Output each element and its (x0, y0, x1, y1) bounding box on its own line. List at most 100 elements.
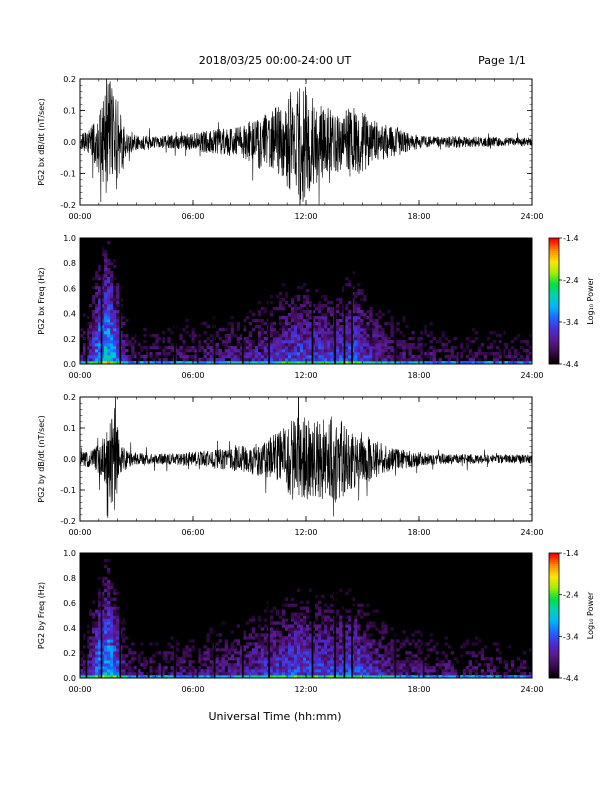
spectrogram-cell (104, 313, 108, 317)
spectrogram-cell (290, 633, 295, 637)
spectrogram-cell (89, 669, 93, 673)
spectrogram-cell (98, 328, 102, 332)
spectrogram-cell (134, 651, 138, 655)
spectrogram-cell (233, 361, 237, 365)
spectrogram-cell (471, 340, 476, 344)
spectrogram-cell (110, 280, 114, 284)
spectrogram-cell (236, 322, 240, 326)
spectrogram-cell (161, 672, 165, 676)
spectrogram-cell (306, 295, 310, 299)
colorbar-segment (549, 578, 559, 581)
spectrogram-cell (363, 361, 367, 365)
spectrogram-cell (122, 621, 126, 625)
spectrogram-cell (107, 570, 111, 575)
spectrogram-cell (116, 295, 120, 299)
spectrogram-cell (182, 361, 186, 365)
spectrogram-cell (281, 666, 286, 670)
spectrogram-gap (241, 238, 244, 364)
spectrogram-cell (188, 651, 192, 655)
spectrogram-cell (107, 259, 111, 263)
colorbar-segment (549, 242, 559, 245)
spectrogram-cell (101, 355, 105, 359)
spectrogram-cell (378, 666, 382, 670)
spectrogram-cell (215, 648, 219, 652)
spectrogram-cell (318, 600, 322, 604)
spectrogram-cell (321, 672, 325, 676)
spectrogram-cell (414, 645, 418, 649)
spectrogram-cell (224, 328, 228, 332)
spectrogram-cell (390, 651, 394, 655)
spectrogram-cell (191, 334, 195, 338)
spectrogram-cell (86, 624, 90, 628)
spectrogram-cell (312, 657, 316, 661)
spectrogram-cell (522, 651, 527, 655)
spectrogram-cell (269, 301, 274, 305)
spectrogram-cell (287, 603, 292, 607)
spectrogram-cell (134, 355, 138, 359)
spectrogram-cell (396, 639, 400, 643)
spectrogram-gap (311, 238, 314, 364)
spectrogram-cell (137, 669, 141, 673)
spectrogram-cell (327, 633, 331, 637)
spectrogram-cell (504, 660, 509, 664)
spectrogram-cell (299, 334, 304, 338)
colorbar-segment (549, 613, 559, 616)
spectrogram-cell (318, 633, 322, 637)
spectrogram-cell (95, 636, 99, 640)
spectrogram-cell (306, 343, 310, 347)
spectrogram-cell (107, 292, 111, 296)
spectrogram-cell (104, 322, 108, 326)
spectrogram-cell (306, 669, 310, 673)
spectrogram-cell (369, 660, 373, 664)
spectrogram-cell (408, 666, 412, 670)
spectrogram-cell (330, 618, 334, 622)
spectrogram-cell (260, 657, 265, 661)
spectrogram-cell (284, 672, 289, 676)
spectrogram-cell (357, 340, 361, 344)
spectrogram-cell (191, 648, 195, 652)
spectrogram-cell (284, 361, 289, 365)
spectrogram-cell (92, 349, 96, 353)
spectrogram-cell (281, 621, 286, 625)
spectrogram-cell (257, 654, 262, 658)
spectrogram-cell (315, 349, 319, 353)
spectrogram-cell (272, 636, 277, 640)
spectrogram-cell (290, 355, 295, 359)
spectrogram-cell (426, 349, 430, 353)
spectrogram-cell (161, 358, 165, 362)
spectrogram-cell (318, 666, 322, 670)
spectrogram-cell (272, 630, 277, 634)
spectrogram-cell (251, 313, 256, 317)
spectrogram-cell (315, 328, 319, 332)
spectrogram-cell (284, 669, 289, 673)
spectrogram-cell (411, 666, 415, 670)
spectrogram-cell (321, 325, 325, 329)
spectrogram-cell (116, 286, 120, 290)
spectrogram-cell (104, 352, 108, 356)
spectrogram-cell (345, 654, 349, 658)
spectrogram-cell (128, 355, 132, 359)
spectrogram-cell (287, 346, 292, 350)
spectrogram-cell (242, 361, 247, 365)
spectrogram-cell (221, 328, 225, 332)
spectrogram-cell (447, 358, 451, 362)
colorbar-segment (549, 238, 559, 241)
spectrogram-cell (284, 343, 289, 347)
spectrogram-cell (302, 645, 307, 649)
spectrogram-cell (290, 627, 295, 631)
spectrogram-cell (516, 675, 521, 679)
colorbar-segment (549, 605, 559, 608)
spectrogram-cell (107, 630, 111, 634)
spectrogram-cell (263, 636, 268, 640)
spectrogram-cell (125, 666, 129, 670)
spectrogram-cell (372, 675, 376, 679)
spectrogram-cell (104, 361, 108, 365)
spectrogram-cell (312, 630, 316, 634)
spectrogram-cell (284, 292, 289, 296)
spectrogram-cell (324, 313, 328, 317)
spectrogram-cell (420, 633, 424, 637)
spectrogram-cell (128, 672, 132, 676)
spectrogram-cell (420, 666, 424, 670)
spectrogram-cell (345, 591, 349, 595)
spectrogram-cell (327, 636, 331, 640)
